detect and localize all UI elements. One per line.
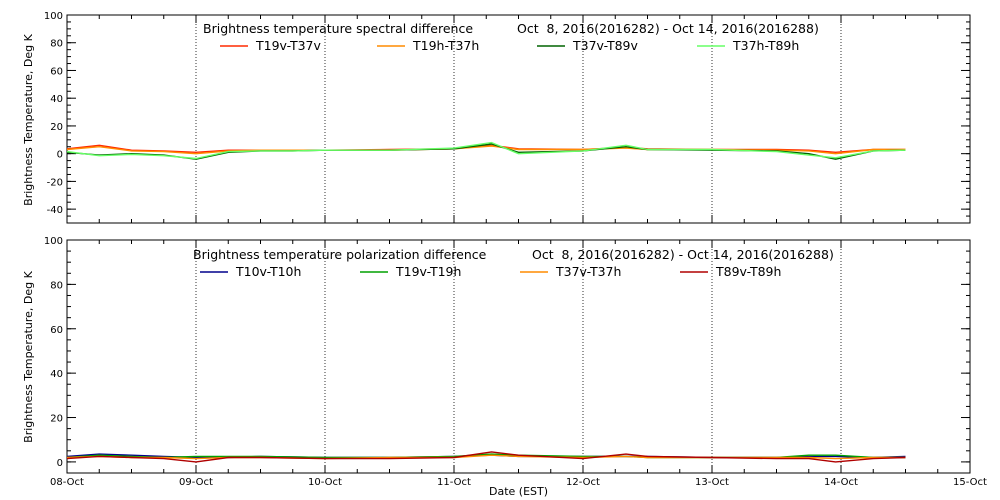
series-line-t89v-t89h [66,451,906,463]
series-line-t19h-t37h [66,145,906,155]
x-tick-label: 09-Oct [179,477,213,488]
legend-label: T19v-T19h [395,264,461,279]
x-tick-label: 14-Oct [824,477,858,488]
legend-label: T19v-T37v [255,38,322,53]
y-tick-label: 60 [50,325,63,336]
plot-frame [66,14,971,224]
legend-label: T19h-T37h [412,38,479,53]
chart-subtitle: Oct 8, 2016(2016282) - Oct 14, 2016(2016… [532,247,834,262]
legend-label: T37h-T89h [732,38,799,53]
legend-label: T37v-T37h [555,264,621,279]
legend-label: T10v-T10h [235,264,301,279]
y-tick-label: 100 [44,236,63,247]
polarization-difference-panel: 0 20 40 60 80 100 Brightness Temperature, Deg … [22,236,987,498]
y-tick-label: 0 [57,150,63,161]
x-tick-label: 12-Oct [566,477,600,488]
y-tick-label: 40 [50,94,63,105]
chart-title: Brightness temperature spectral differen… [203,21,473,36]
x-tick-label: 08-Oct [50,477,84,488]
y-tick-label: 60 [50,66,63,77]
y-tick-label: -20 [47,177,63,188]
y-tick-label: 80 [50,39,63,50]
x-tick-label: 13-Oct [695,477,729,488]
y-tick-label: 20 [50,414,63,425]
legend-label: T89v-T89h [715,264,781,279]
y-tick-label: 0 [57,458,63,469]
spectral-difference-panel: -40 -20 0 20 40 60 80 100 Brightness Temperature… [22,11,971,224]
x-axis-title: Date (EST) [489,485,548,498]
chart-title: Brightness temperature polarization diff… [193,247,487,262]
y-tick-label: 40 [50,369,63,380]
x-tick-label: 15-Oct [953,477,987,488]
y-tick-label: 80 [50,280,63,291]
legend-label: T37v-T89v [572,38,639,53]
x-tick-label: 11-Oct [437,477,471,488]
y-tick-label: 100 [44,11,63,22]
chart-subtitle: Oct 8, 2016(2016282) - Oct 14, 2016(2016… [517,21,819,36]
x-tick-label: 10-Oct [308,477,342,488]
series-line-t37h-t89h [66,141,906,160]
plot-frame [66,239,971,474]
y-tick-label: 20 [50,122,63,133]
series-line-t19v-t19h [66,453,906,459]
y-tick-label: -40 [47,205,63,216]
y-axis-title: Brightness Temperature, Deg K [22,33,35,205]
series-line-t37v-t37h [66,454,906,460]
y-axis-title: Brightness Temperature, Deg K [22,270,35,442]
